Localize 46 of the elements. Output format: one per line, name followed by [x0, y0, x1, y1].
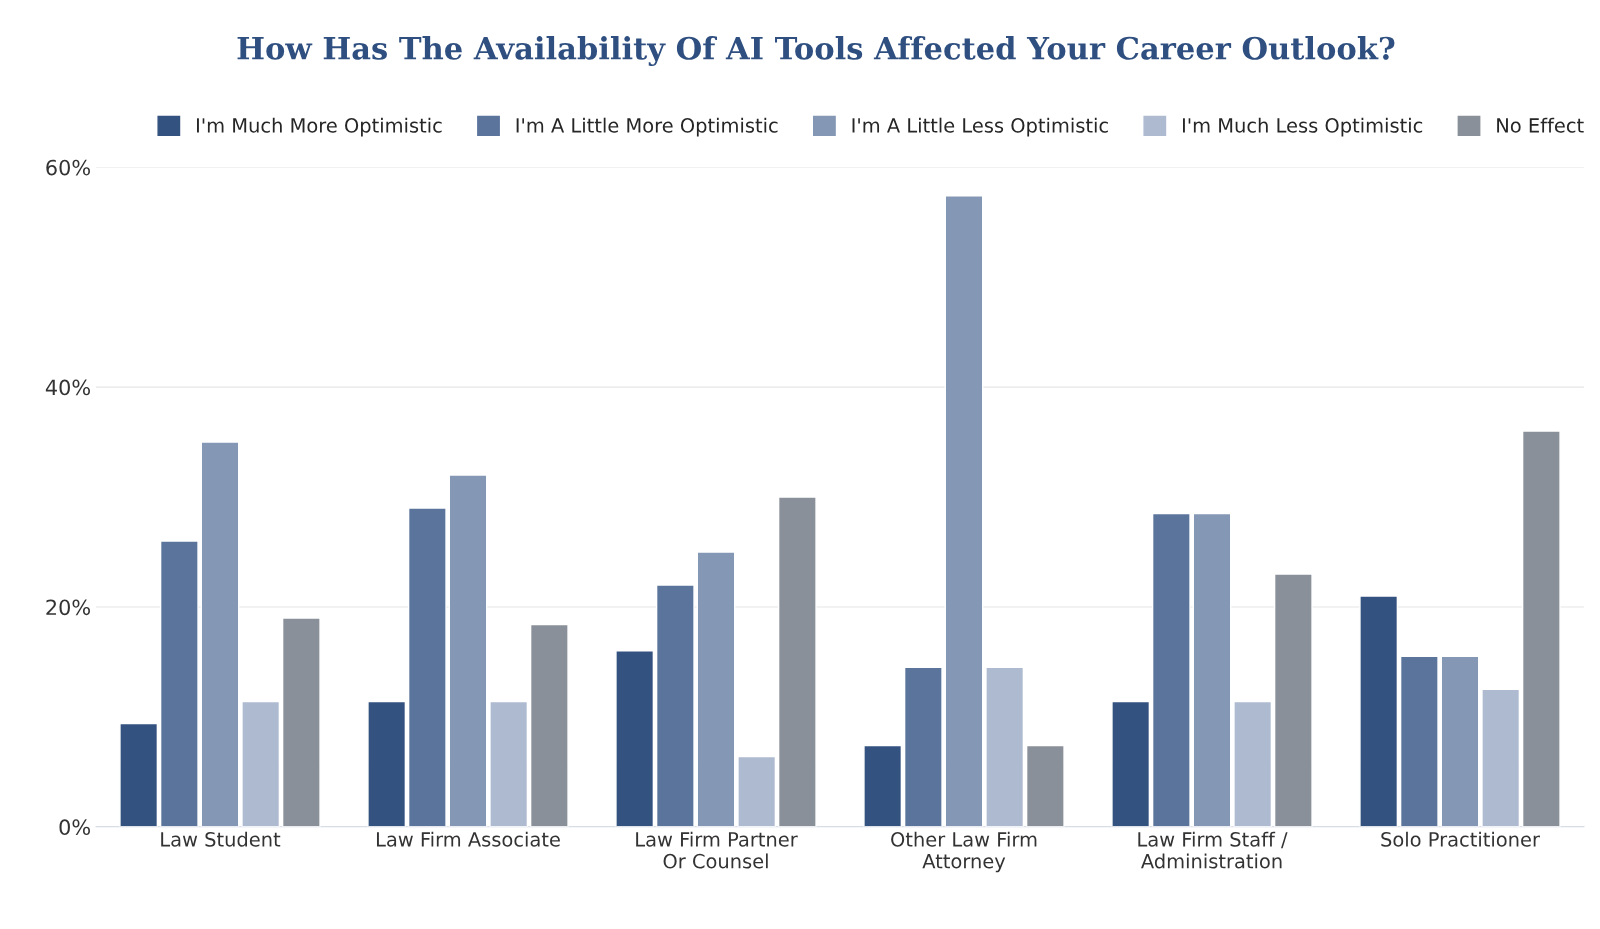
bar [367, 700, 407, 827]
bar [777, 496, 817, 827]
bar [448, 474, 488, 827]
bar [200, 441, 240, 827]
bar [281, 617, 321, 827]
bar [903, 666, 943, 827]
bar [1521, 430, 1561, 827]
bar [1481, 688, 1521, 827]
bar [985, 666, 1025, 827]
bar [1359, 595, 1399, 827]
x-tick-label: Law Firm Partner Or Counsel [636, 831, 798, 869]
bar [1273, 573, 1313, 827]
y-tick-label: 20% [46, 599, 90, 616]
x-tick-label: Law Student [161, 831, 281, 847]
bar [655, 584, 695, 827]
chart-title: How Has The Availability Of AI Tools Affected Your Career Outlook? [237, 36, 1395, 67]
legend-label: I'm A Little Less Optimistic [852, 117, 1108, 137]
legend-label: I'm A Little More Optimistic [516, 117, 778, 137]
bar [696, 551, 736, 827]
x-tick-label: Other Law Firm Attorney [891, 831, 1037, 873]
bar [944, 195, 984, 827]
y-tick-label: 60% [46, 159, 90, 176]
y-tick-label: 0% [59, 819, 90, 836]
bar [1440, 655, 1480, 827]
bar [1192, 512, 1232, 827]
bar [1025, 744, 1065, 827]
bar [119, 722, 159, 827]
y-tick-label: 40% [45, 379, 90, 396]
x-tick-label: Solo Practitioner [1381, 831, 1540, 847]
bar [489, 700, 529, 827]
bar [529, 623, 569, 827]
bar [1399, 655, 1439, 827]
bar [241, 700, 281, 827]
bar [407, 507, 447, 827]
legend-label: I'm Much Less Optimistic [1182, 117, 1423, 137]
legend-label: No Effect [1497, 117, 1584, 133]
bar [615, 650, 655, 827]
bar [863, 744, 903, 827]
legend-label: I'm Much More Optimistic [196, 117, 442, 137]
bar [1151, 512, 1191, 827]
bar [737, 755, 777, 827]
bar [1233, 700, 1273, 827]
bar [159, 540, 199, 827]
bar [1111, 700, 1151, 827]
x-tick-label: Law Firm Staff / Administration [1138, 831, 1288, 869]
x-tick-label: Law Firm Associate [376, 831, 560, 847]
